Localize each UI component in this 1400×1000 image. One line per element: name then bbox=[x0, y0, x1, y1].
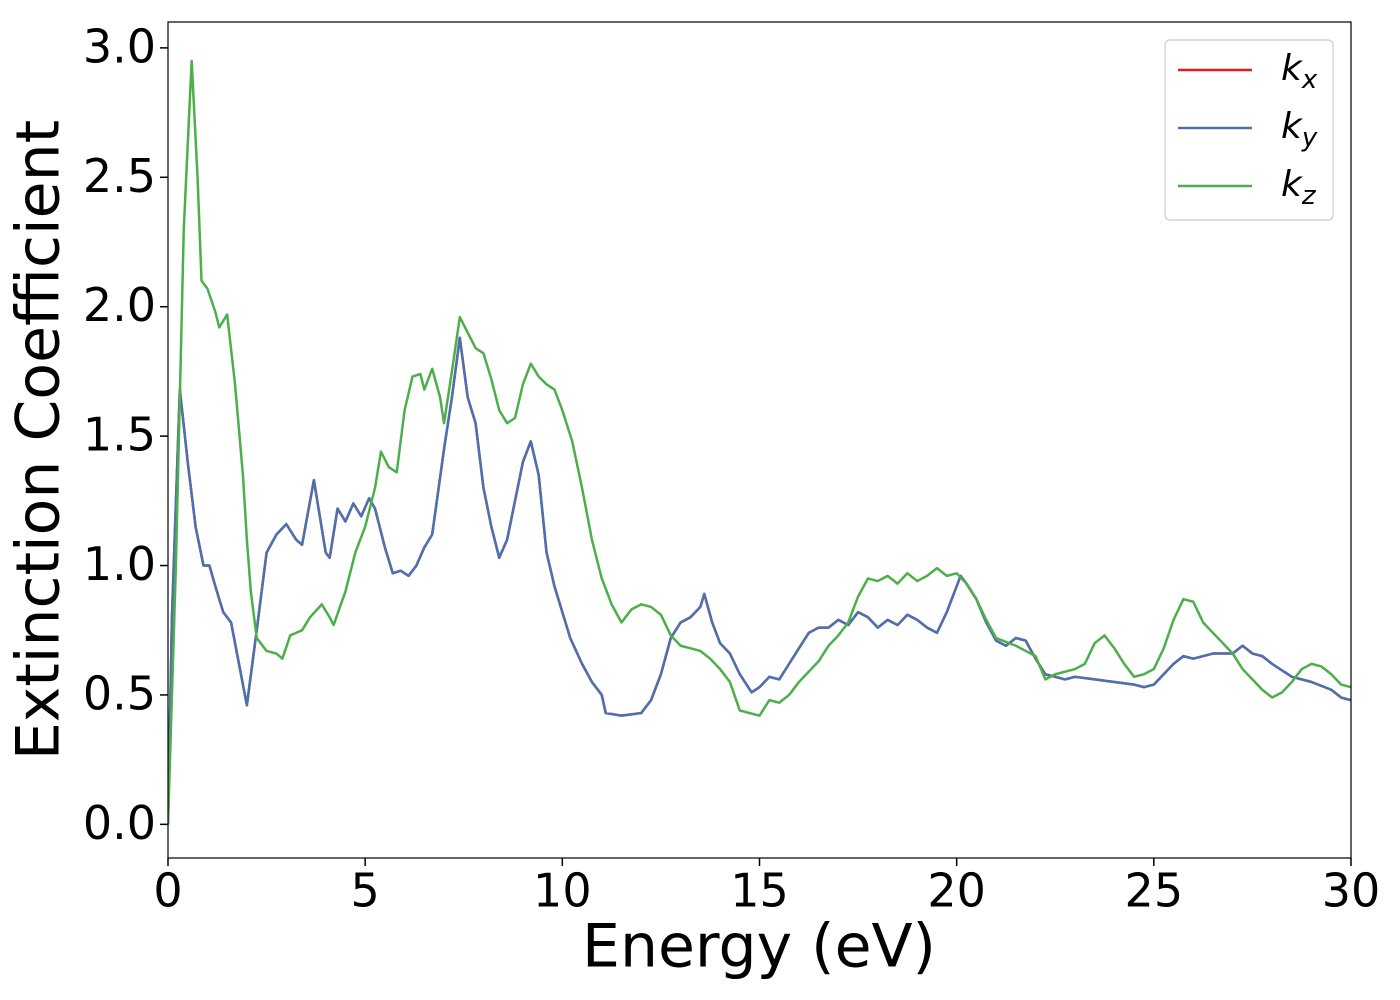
y-tick-label: 3.0 bbox=[83, 19, 156, 73]
legend-label: kz bbox=[1281, 164, 1317, 211]
legend-box bbox=[1164, 39, 1334, 221]
x-tick-label: 0 bbox=[153, 864, 182, 918]
x-tick-label: 10 bbox=[533, 864, 592, 918]
x-tick-label: 30 bbox=[1322, 864, 1381, 918]
x-tick-label: 15 bbox=[730, 864, 789, 918]
x-tick-label: 20 bbox=[927, 864, 986, 918]
y-axis-label: Extinction Coefficient bbox=[4, 120, 74, 760]
y-tick-label: 1.0 bbox=[83, 537, 156, 591]
series-line bbox=[168, 59, 1351, 825]
legend-label: kx bbox=[1281, 48, 1318, 95]
y-tick-label: 2.0 bbox=[83, 278, 156, 332]
x-tick-label: 5 bbox=[351, 864, 380, 918]
x-tick-label: 25 bbox=[1125, 864, 1184, 918]
y-tick-label: 1.5 bbox=[83, 408, 156, 462]
plot-frame bbox=[167, 21, 1352, 859]
y-tick-label: 2.5 bbox=[83, 149, 156, 203]
series-line bbox=[168, 336, 1351, 825]
y-tick-label: 0.0 bbox=[83, 796, 156, 850]
series-line bbox=[168, 336, 1351, 825]
x-axis-label: Energy (eV) bbox=[582, 912, 936, 982]
legend-label: ky bbox=[1281, 106, 1318, 153]
y-tick-label: 0.5 bbox=[83, 666, 156, 720]
